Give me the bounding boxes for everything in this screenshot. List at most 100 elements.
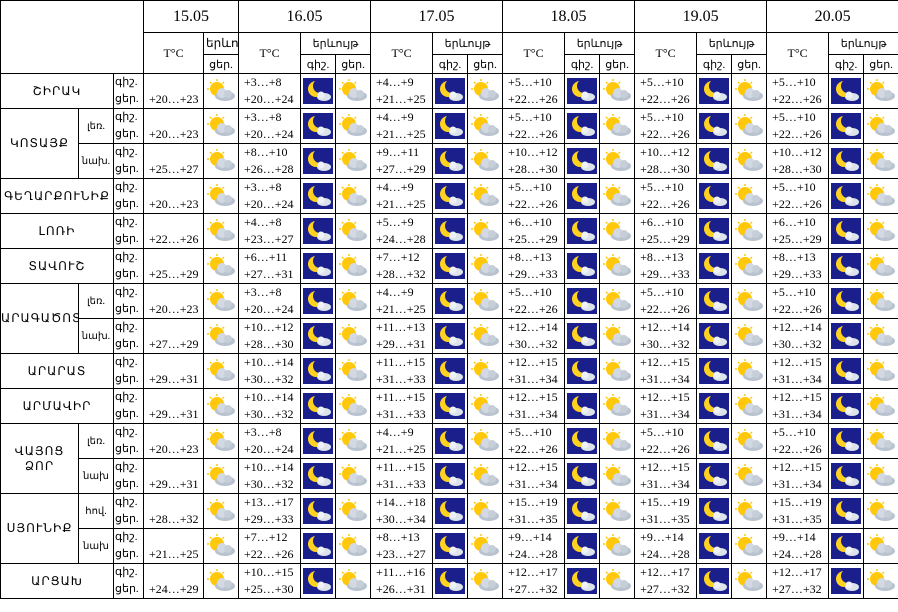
day-icon — [471, 394, 500, 416]
day-icon — [867, 149, 896, 171]
icon-cell — [300, 563, 337, 599]
period-labels: գիշ. ցեր. — [112, 563, 145, 599]
day-temp: +20…+24 — [244, 92, 294, 106]
day-temp: +20…+24 — [244, 442, 294, 456]
region-name: ԳԵՂԱՐՔՈՒՆԻՔ — [0, 178, 114, 214]
icon-cell — [599, 283, 636, 319]
day-icon — [339, 359, 368, 381]
night-temp: +8…+10 — [244, 145, 288, 159]
night-icon — [303, 498, 334, 524]
day-label: ցեր. — [115, 548, 139, 560]
day-icon — [471, 464, 500, 486]
icon-cell — [300, 458, 337, 494]
night-icon — [567, 533, 598, 559]
zone-name: նախ — [78, 458, 114, 494]
day-icon — [339, 324, 368, 346]
icon-cell — [467, 423, 504, 459]
night-icon — [831, 113, 862, 139]
night-icon — [567, 393, 598, 419]
night-icon — [435, 183, 466, 209]
icon-cell — [432, 248, 469, 284]
day-temp: +29…+31 — [149, 372, 199, 386]
zone-name: նախ. — [78, 143, 114, 179]
icon-cell — [863, 73, 898, 109]
icon-cell — [828, 388, 865, 424]
temp-cell: +7…+12 +28…+32 — [370, 248, 434, 284]
temp-cell: +10…+12 +28…+30 — [502, 143, 566, 179]
temp-cell: +20…+23 — [143, 283, 205, 319]
icon-cell — [828, 73, 865, 109]
day-icon — [471, 114, 500, 136]
icon-cell — [467, 353, 504, 389]
night-icon — [699, 568, 730, 594]
icon-cell — [731, 388, 768, 424]
region-name: ԱՐՑԱԽ — [0, 563, 114, 599]
night-temp: +12…+14 — [640, 320, 690, 334]
icon-cell — [696, 423, 733, 459]
icon-cell — [564, 528, 601, 564]
temp-header: T°C — [766, 32, 830, 74]
day-label: ցեր. — [115, 583, 139, 595]
day-temp: +30…+32 — [244, 372, 294, 386]
day-icon — [735, 149, 764, 171]
day-temp: +31…+34 — [508, 407, 558, 421]
day-label: ցեր. — [115, 338, 139, 350]
night-temp: +7…+12 — [376, 250, 420, 264]
day-temp: +25…+29 — [149, 267, 199, 281]
temp-cell: +12…+15 +31…+34 — [502, 353, 566, 389]
icon-cell — [203, 458, 240, 494]
icon-cell — [203, 318, 240, 354]
day-temp: +21…+25 — [376, 442, 426, 456]
day-temp: +29…+33 — [508, 267, 558, 281]
day-temp: +30…+34 — [376, 512, 426, 526]
night-icon — [567, 148, 598, 174]
icon-cell — [335, 178, 372, 214]
day-temp: +27…+32 — [772, 582, 822, 596]
night-temp: +12…+15 — [508, 390, 558, 404]
region-name: ԼՈՌԻ — [0, 213, 114, 249]
icon-cell — [467, 318, 504, 354]
icon-cell — [696, 178, 733, 214]
night-temp: +12…+15 — [640, 355, 690, 369]
day-icon — [735, 289, 764, 311]
day-temp: +30…+32 — [640, 337, 690, 351]
night-temp: +9…+14 — [508, 530, 552, 544]
spacer — [149, 495, 203, 512]
night-label: գիշ. — [115, 461, 138, 473]
spacer — [149, 250, 203, 267]
night-icon — [831, 148, 862, 174]
icon-cell — [828, 353, 865, 389]
day-header: ցեր. — [731, 54, 768, 74]
day-icon — [471, 149, 500, 171]
icon-cell — [467, 458, 504, 494]
icon-cell — [863, 213, 898, 249]
icon-cell — [731, 493, 768, 529]
temp-cell: +12…+15 +31…+34 — [766, 388, 830, 424]
day-temp: +31…+34 — [772, 407, 822, 421]
phenomenon-header: երևույթ — [432, 32, 504, 55]
night-temp: +5…+10 — [772, 285, 816, 299]
temp-cell: +8…+13 +23…+27 — [370, 528, 434, 564]
icon-cell — [731, 423, 768, 459]
day-icon — [471, 219, 500, 241]
day-temp: +25…+29 — [772, 232, 822, 246]
day-temp: +31…+34 — [772, 477, 822, 491]
day-temp: +24…+28 — [376, 232, 426, 246]
day-icon — [207, 184, 236, 206]
day-icon — [735, 464, 764, 486]
day-icon — [867, 184, 896, 206]
icon-cell — [863, 528, 898, 564]
night-header: գիշ. — [300, 54, 337, 74]
night-temp: +6…+10 — [640, 215, 684, 229]
day-temp: +29…+33 — [244, 512, 294, 526]
icon-cell — [432, 213, 469, 249]
icon-cell — [467, 73, 504, 109]
night-icon — [435, 533, 466, 559]
icon-cell — [432, 143, 469, 179]
day-label: ցեր. — [115, 128, 139, 140]
temp-cell: +5…+10 +22…+26 — [634, 178, 698, 214]
day-temp: +29…+31 — [376, 337, 426, 351]
night-temp: +5…+10 — [508, 285, 552, 299]
day-icon — [735, 219, 764, 241]
spacer — [149, 425, 203, 442]
